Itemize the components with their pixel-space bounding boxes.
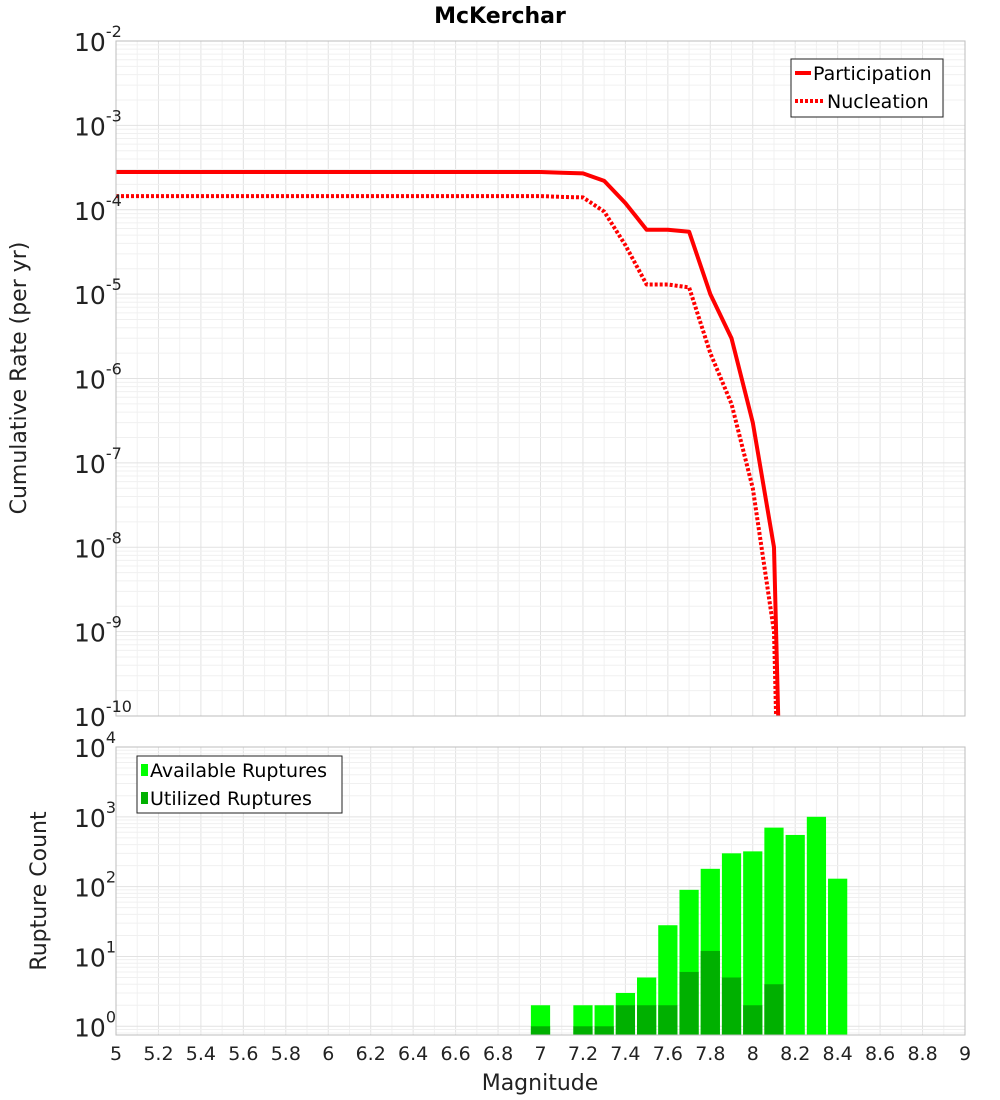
x-tick-label: 9 xyxy=(959,1043,971,1065)
rate-series xyxy=(116,170,781,717)
available-legend-label: Available Ruptures xyxy=(150,760,327,782)
x-tick-label: 8 xyxy=(747,1043,759,1065)
x-tick-label: 5.4 xyxy=(186,1043,216,1065)
count-y-axis-label: Rupture Count xyxy=(27,811,52,971)
rate-y-ticks: 10-2 10-3 10-4 10-5 10-6 10-7 10-8 10-9 10-10 xyxy=(74,22,132,732)
x-tick-label: 8.8 xyxy=(907,1043,937,1065)
rate-y-tick-label: 10-7 xyxy=(74,444,122,479)
nucleation-line xyxy=(116,194,779,717)
rate-y-axis-label: Cumulative Rate (per yr) xyxy=(7,242,32,515)
count-panel: 100 101 102 103 104 5 5.2 5.4 5.6 5.8 6 6.2 6.4 6.6 6… xyxy=(27,728,971,1096)
x-tick-label: 7.8 xyxy=(695,1043,725,1065)
x-tick-label: 5.2 xyxy=(143,1043,173,1065)
utilized-bar xyxy=(615,1005,636,1035)
x-tick-label: 7.6 xyxy=(653,1043,683,1065)
rate-y-tick-label: 10-2 xyxy=(74,22,122,57)
count-bars xyxy=(530,816,848,1035)
utilized-bar xyxy=(721,977,742,1035)
rate-legend: Participation Nucleation xyxy=(790,58,944,118)
available-bar xyxy=(785,834,805,1035)
utilized-bar xyxy=(594,1026,614,1035)
utilized-bar xyxy=(764,984,784,1035)
rate-grid xyxy=(115,41,966,717)
x-ticks: 5 5.2 5.4 5.6 5.8 6 6.2 6.4 6.6 6.8 7 7.2 7.4 7.6 7.8 8… xyxy=(110,1043,971,1065)
x-tick-label: 6 xyxy=(322,1043,334,1065)
count-legend: Available Ruptures Utilized Ruptures xyxy=(136,755,343,814)
available-legend-swatch xyxy=(141,764,148,776)
utilized-bar xyxy=(637,1005,657,1035)
rate-y-tick-label: 10-9 xyxy=(74,613,122,648)
x-tick-label: 6.6 xyxy=(440,1043,470,1065)
rate-y-tick-label: 10-6 xyxy=(74,360,122,395)
count-frame xyxy=(115,746,966,1036)
x-tick-label: 8.4 xyxy=(823,1043,853,1065)
utilized-legend-label: Utilized Ruptures xyxy=(150,788,312,810)
count-y-tick-label: 104 xyxy=(74,728,116,763)
available-bar xyxy=(743,851,763,1035)
x-tick-label: 5.8 xyxy=(271,1043,301,1065)
count-y-tick-label: 101 xyxy=(74,937,116,972)
available-bar xyxy=(806,816,827,1035)
x-tick-label: 8.6 xyxy=(865,1043,895,1065)
x-tick-label: 6.8 xyxy=(483,1043,513,1065)
rate-y-tick-label: 10-5 xyxy=(74,275,122,310)
available-bar xyxy=(764,827,784,1035)
utilized-bar xyxy=(700,950,720,1035)
available-bar xyxy=(828,878,848,1035)
rate-y-tick-label: 10-10 xyxy=(74,697,132,732)
x-tick-label: 7 xyxy=(534,1043,546,1065)
rate-y-tick-label: 10-8 xyxy=(74,528,122,563)
rate-y-tick-label: 10-3 xyxy=(74,106,122,141)
participation-line xyxy=(116,170,781,717)
count-y-tick-label: 103 xyxy=(74,798,116,833)
x-tick-label: 6.2 xyxy=(356,1043,386,1065)
count-y-tick-label: 102 xyxy=(74,868,116,903)
x-tick-label: 8.2 xyxy=(780,1043,810,1065)
x-tick-label: 6.4 xyxy=(398,1043,428,1065)
rate-panel: 10-2 10-3 10-4 10-5 10-6 10-7 10-8 10-9 10-10 Cu… xyxy=(7,22,966,732)
x-tick-label: 7.2 xyxy=(568,1043,598,1065)
rate-frame xyxy=(115,40,966,717)
utilized-bar xyxy=(530,1026,551,1035)
x-tick-label: 5 xyxy=(110,1043,122,1065)
count-y-ticks: 100 101 102 103 104 xyxy=(74,728,116,1042)
chart-title: McKerchar xyxy=(434,4,566,29)
utilized-bar xyxy=(679,971,699,1035)
utilized-bar xyxy=(743,1005,763,1035)
utilized-bar xyxy=(658,1005,678,1035)
rate-legend-box xyxy=(790,58,944,118)
x-tick-label: 5.6 xyxy=(228,1043,258,1065)
rate-y-tick-label: 10-4 xyxy=(74,191,122,226)
nucleation-legend-label: Nucleation xyxy=(827,91,929,113)
participation-legend-label: Participation xyxy=(813,63,932,85)
x-axis-label: Magnitude xyxy=(482,1071,599,1096)
utilized-legend-swatch xyxy=(141,792,148,804)
x-tick-label: 7.4 xyxy=(610,1043,640,1065)
count-y-tick-label: 100 xyxy=(74,1007,116,1042)
count-legend-box xyxy=(136,755,343,814)
utilized-bar xyxy=(573,1026,593,1035)
